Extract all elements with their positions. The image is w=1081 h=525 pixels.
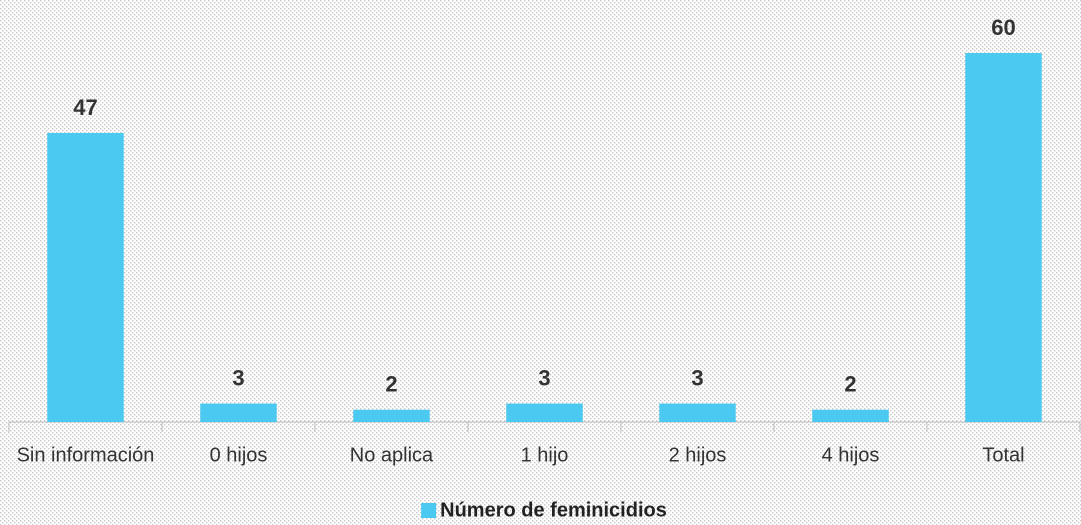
data-label: 60: [991, 15, 1015, 40]
x-tick-label: 4 hijos: [822, 444, 880, 466]
bar: [506, 403, 583, 422]
x-tick-label: Sin información: [17, 444, 155, 466]
data-label: 2: [385, 372, 397, 397]
data-label: 3: [691, 365, 703, 390]
data-label: 3: [538, 365, 550, 390]
bar: [47, 132, 124, 422]
bar: [200, 403, 277, 422]
legend-label: Número de feminicidios: [440, 499, 667, 521]
data-label: 3: [232, 365, 244, 390]
bar: [812, 409, 889, 422]
data-label: 47: [73, 95, 97, 120]
x-tick-label: 1 hijo: [521, 444, 569, 466]
bar: [965, 53, 1042, 422]
bar: [353, 409, 430, 422]
x-tick-label: No aplica: [350, 444, 434, 466]
x-tick-label: 0 hijos: [210, 444, 268, 466]
legend-swatch: [421, 503, 437, 518]
x-tick-label: Total: [982, 444, 1024, 466]
data-label: 2: [844, 372, 856, 397]
bar: [659, 403, 736, 422]
x-tick-label: 2 hijos: [669, 444, 727, 466]
